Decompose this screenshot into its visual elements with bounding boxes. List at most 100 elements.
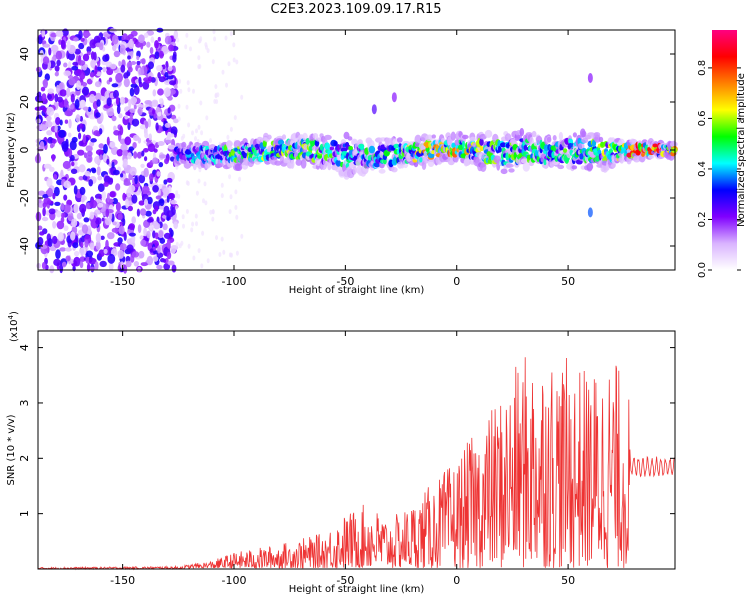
colorbar-tick-label: 0.0: [697, 262, 708, 278]
heatmap-band-halo: [181, 141, 187, 149]
snr-series-line: [37, 357, 676, 571]
heatmap-noise-cell: [113, 50, 121, 58]
heatmap-band-halo: [484, 129, 493, 138]
heatmap-noise-cell: [173, 84, 178, 90]
colorbar-tick-label: 0.2: [697, 212, 708, 228]
heatmap-noise-cell: [197, 55, 201, 61]
heatmap-noise-cell: [164, 72, 169, 78]
heatmap-noise-cell: [81, 224, 89, 234]
heatmap-noise-cell: [60, 39, 66, 50]
heatmap-noise-cell: [194, 213, 198, 219]
heatmap-band-halo: [431, 134, 436, 139]
heatmap-band-halo: [246, 143, 252, 148]
heatmap-noise-cell: [59, 247, 67, 252]
snr-xtick-label: 0: [453, 574, 460, 587]
heatmap-noise-cell: [94, 261, 99, 271]
heatmap-band-halo: [593, 132, 601, 138]
heatmap-noise-cell: [138, 200, 145, 206]
heatmap-noise-cell: [89, 71, 95, 78]
heatmap-noise-cell: [124, 115, 129, 120]
heatmap-noise-cell: [118, 60, 122, 67]
heatmap-noise-cell: [145, 121, 149, 129]
heatmap-noise-cell: [106, 192, 110, 203]
heatmap-noise-cell: [221, 69, 225, 75]
heatmap-noise-cell: [166, 177, 173, 183]
heatmap-noise-cell: [43, 163, 52, 169]
heatmap-band-halo: [234, 163, 243, 171]
heatmap-noise-cell: [128, 223, 135, 231]
heatmap-noise-cell: [116, 149, 124, 157]
snr-xlabel: Height of straight line (km): [289, 584, 425, 595]
heatmap-noise-cell: [162, 223, 168, 231]
heatmap-noise-cell: [204, 200, 208, 206]
heatmap-noise-cell: [88, 179, 93, 187]
heatmap-band-halo: [396, 137, 403, 143]
heatmap-noise-cell: [206, 48, 210, 54]
heatmap-noise-cell: [138, 174, 146, 184]
heatmap-noise-cell: [235, 214, 239, 220]
heatmap-noise-cell: [129, 166, 137, 176]
heatmap-band-cell: [393, 143, 400, 149]
heatmap-noise-cell: [149, 173, 154, 182]
heatmap-band-halo: [519, 128, 525, 137]
heatmap-noise-cell: [166, 251, 172, 260]
heatmap-noise-cell: [63, 98, 68, 108]
heatmap-noise-cell: [115, 183, 121, 191]
heatmap-noise-cell: [51, 154, 55, 162]
heatmap-noise-cell: [186, 80, 190, 86]
heatmap-noise-cell: [48, 47, 52, 56]
heatmap-noise-cell: [74, 99, 80, 109]
heatmap-noise-cell: [240, 94, 244, 100]
heatmap-band-halo: [546, 136, 552, 143]
heatmap-noise-cell: [195, 128, 198, 134]
heatmap-noise-cell: [159, 204, 165, 210]
heatmap-noise-cell: [163, 87, 171, 97]
heatmap-noise-cell: [41, 216, 49, 222]
heatmap-noise-cell: [131, 251, 140, 258]
heatmap-noise-cell: [170, 126, 178, 136]
heatmap-band-halo: [598, 136, 604, 143]
heatmap-noise-cell: [127, 66, 133, 73]
heatmap-noise-cell: [211, 209, 215, 215]
heatmap-noise-cell: [37, 36, 43, 45]
heatmap-xtick-label: 50: [561, 275, 575, 288]
heatmap-noise-cell: [122, 192, 126, 201]
heatmap-noise-cell: [175, 190, 179, 196]
heatmap-noise-cell: [111, 161, 115, 169]
heatmap-noise-cell: [140, 43, 144, 50]
heatmap-noise-cell: [185, 32, 189, 38]
heatmap-noise-cell: [57, 96, 63, 103]
heatmap-noise-cell: [170, 205, 174, 212]
snr-xtick-label: -50: [336, 574, 354, 587]
heatmap-noise-cell: [220, 193, 224, 199]
heatmap-noise-cell: [177, 116, 181, 122]
heatmap-noise-cell: [87, 150, 93, 157]
heatmap-noise-cell: [115, 202, 121, 212]
heatmap-noise-cell: [179, 88, 183, 94]
heatmap-noise-cell: [108, 77, 113, 82]
heatmap-noise-cell: [94, 65, 98, 75]
heatmap-band-cell: [600, 141, 604, 147]
heatmap-band-cell: [223, 144, 228, 151]
snr-ytick-label: 2: [18, 455, 31, 462]
heatmap-noise-cell: [78, 247, 87, 256]
heatmap-noise-cell: [155, 122, 159, 131]
heatmap-noise-cell: [47, 187, 53, 198]
heatmap-ytick-label: 0: [18, 147, 31, 154]
heatmap-noise-cell: [229, 194, 233, 200]
heatmap-noise-cell: [39, 124, 48, 131]
heatmap-band-cell: [451, 142, 456, 149]
heatmap-noise-cell: [80, 241, 84, 248]
heatmap-noise-cell: [192, 88, 195, 94]
heatmap-noise-cell: [79, 115, 84, 122]
heatmap-noise-cell: [136, 55, 140, 61]
heatmap-xlabel: Height of straight line (km): [289, 285, 425, 296]
heatmap-noise-cell: [74, 250, 80, 257]
heatmap-noise-cell: [46, 177, 53, 188]
heatmap-band-halo: [531, 130, 537, 138]
heatmap-noise-cell: [112, 221, 117, 226]
heatmap-band-cell: [424, 141, 430, 149]
heatmap-noise-cell: [187, 122, 191, 128]
heatmap-noise-cell: [80, 37, 85, 42]
heatmap-noise-cell: [75, 114, 81, 123]
